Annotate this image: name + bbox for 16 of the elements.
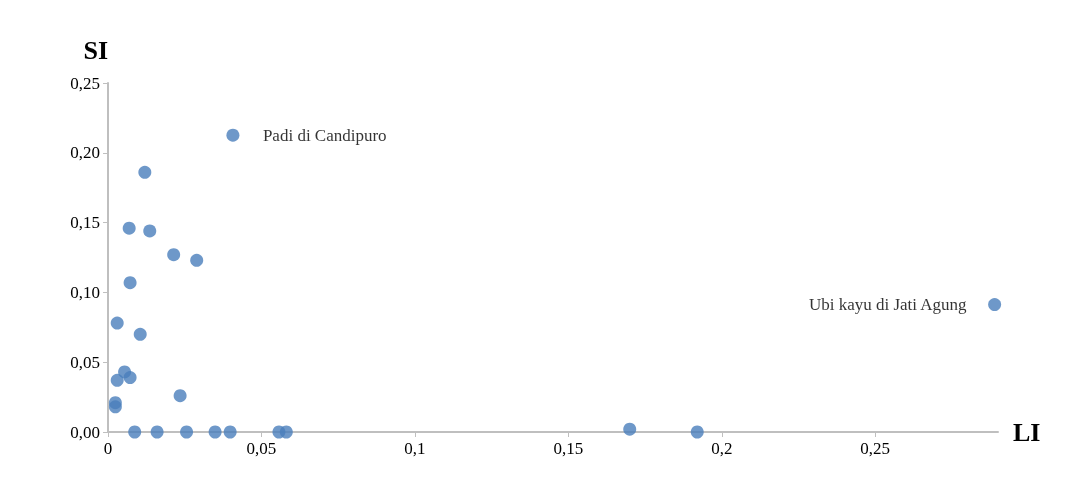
y-tick-label: 0,25 xyxy=(70,73,100,93)
x-tick-label: 0,05 xyxy=(246,439,277,458)
y-axis-title: SI xyxy=(83,35,108,65)
x-tick-label: 0,25 xyxy=(860,439,891,458)
y-tick-label: 0,00 xyxy=(70,422,100,442)
x-tick-label: 0 xyxy=(103,439,113,458)
annotation: Padi di Candipuro xyxy=(262,125,387,145)
x-tick-label: 0,2 xyxy=(711,439,733,458)
x-tick-label: 0,15 xyxy=(553,439,584,458)
y-tick-label: 0,15 xyxy=(70,213,100,233)
y-tick-label: 0,20 xyxy=(70,143,100,163)
x-tick-label: 0,1 xyxy=(404,439,426,458)
y-tick-label: 0,05 xyxy=(70,352,100,372)
y-tick-label: 0,10 xyxy=(70,282,100,302)
x-axis-title: LI xyxy=(1013,417,1041,447)
annotation: Ubi kayu di Jati Agung xyxy=(808,295,968,315)
